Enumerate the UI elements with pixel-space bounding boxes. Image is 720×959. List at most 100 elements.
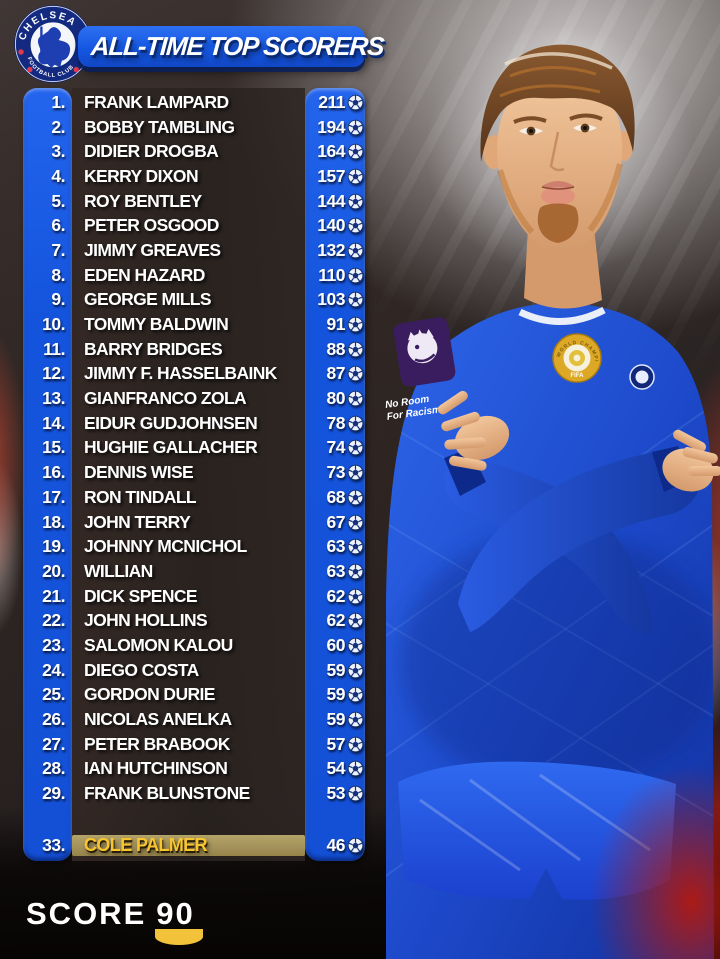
- goals-cell: 88: [305, 339, 365, 360]
- goals-count: 54: [326, 758, 346, 779]
- goals-count: 46: [326, 835, 346, 856]
- lips-pursed: [541, 181, 575, 205]
- goals-count: 59: [326, 659, 346, 680]
- soccer-ball-icon: [347, 514, 364, 531]
- goals-cell: 144: [305, 191, 365, 212]
- rank-label: 26.: [42, 709, 65, 730]
- goals-cell: 59: [305, 684, 365, 705]
- scorer-row: 20. WILLIAN 63: [23, 559, 365, 584]
- goals-cell: 132: [305, 240, 365, 261]
- goals-cell: 103: [305, 289, 365, 310]
- player-name: FRANK LAMPARD: [84, 91, 229, 112]
- soccer-ball-icon: [347, 711, 364, 728]
- player-name: NICOLAS ANELKA: [84, 709, 232, 730]
- rank-label: 17.: [42, 486, 65, 507]
- goals-count: 59: [326, 709, 346, 730]
- player-name: KERRY DIXON: [84, 165, 199, 186]
- top-scorers-list: 1. FRANK LAMPARD 211: [23, 88, 365, 861]
- rank-label: 9.: [51, 289, 65, 310]
- rank-label: 22.: [42, 610, 65, 631]
- player-name: JOHN HOLLINS: [84, 610, 208, 631]
- player-name: GEORGE MILLS: [84, 289, 212, 310]
- goals-count: 60: [326, 634, 346, 655]
- soccer-ball-icon: [347, 143, 364, 160]
- player-name: ROY BENTLEY: [84, 190, 202, 211]
- player-name: EIDUR GUDJOHNSEN: [84, 412, 258, 433]
- goals-cell: 194: [305, 117, 365, 138]
- rank-label: 24.: [42, 659, 65, 680]
- player-name: EDEN HAZARD: [84, 264, 205, 285]
- title-banner: ALL-TIME TOP SCORERS: [78, 26, 384, 67]
- scorer-row: 15. HUGHIE GALLACHER 74: [23, 436, 365, 461]
- goals-count: 78: [326, 412, 346, 433]
- rank-column-bg: [23, 88, 72, 861]
- goals-count: 157: [317, 165, 345, 186]
- scorer-row: 33. COLE PALMER 46: [23, 833, 365, 858]
- player-name: PETER BRABOOK: [84, 733, 230, 754]
- player-name: PETER OSGOOD: [84, 215, 219, 236]
- page-title: ALL-TIME TOP SCORERS: [89, 31, 385, 61]
- goals-cell: 62: [305, 586, 365, 607]
- scorer-row: 24. DIEGO COSTA 59: [23, 658, 365, 683]
- goals-count: 211: [318, 91, 345, 112]
- scorer-row: 22. JOHN HOLLINS 62: [23, 608, 365, 633]
- scorer-row: 25. GORDON DURIE 59: [23, 683, 365, 708]
- soccer-ball-icon: [347, 415, 364, 432]
- goals-count: 74: [326, 437, 346, 458]
- goals-cell: 59: [305, 660, 365, 681]
- scorer-row: 13. GIANFRANCO ZOLA 80: [23, 386, 365, 411]
- goals-count: 62: [326, 610, 346, 631]
- rank-label: 19.: [42, 536, 65, 557]
- rank-label: 1.: [51, 91, 65, 112]
- scorer-row: 6. PETER OSGOOD 140: [23, 213, 365, 238]
- rank-label: 12.: [42, 363, 65, 384]
- soccer-ball-icon: [347, 193, 364, 210]
- player-name: IAN HUTCHINSON: [84, 758, 228, 779]
- goals-count: 63: [326, 536, 346, 557]
- soccer-ball-icon: [347, 365, 364, 382]
- crest-lion-icon: [37, 26, 71, 68]
- soccer-ball-icon: [347, 612, 364, 629]
- player-name: BOBBY TAMBLING: [84, 116, 235, 137]
- scorer-row: 1. FRANK LAMPARD 211: [23, 90, 365, 115]
- goals-count: 103: [317, 289, 345, 310]
- goals-cell: 164: [305, 141, 365, 162]
- goals-count: 140: [317, 215, 345, 236]
- rank-label: 6.: [51, 215, 65, 236]
- goals-count: 63: [326, 560, 346, 581]
- scorer-row: 21. DICK SPENCE 62: [23, 584, 365, 609]
- goals-cell: 60: [305, 635, 365, 656]
- goals-count: 132: [317, 239, 345, 260]
- soccer-ball-icon: [347, 464, 364, 481]
- scorer-row: 14. EIDUR GUDJOHNSEN 78: [23, 411, 365, 436]
- scorer-row: 28. IAN HUTCHINSON 54: [23, 757, 365, 782]
- goals-cell: 59: [305, 709, 365, 730]
- goals-count: 73: [326, 462, 346, 483]
- rank-label: 14.: [42, 412, 65, 433]
- goals-count: 88: [326, 338, 346, 359]
- player-name: HUGHIE GALLACHER: [84, 437, 258, 458]
- player-name: JOHNNY MCNICHOL: [84, 536, 247, 557]
- soccer-ball-icon: [347, 242, 364, 259]
- player-name: DIDIER DROGBA: [84, 141, 219, 162]
- svg-text:FIFA: FIFA: [571, 373, 585, 379]
- rank-label: 33.: [42, 835, 65, 856]
- soccer-ball-icon: [347, 439, 364, 456]
- soccer-ball-icon: [347, 217, 364, 234]
- rank-label: 28.: [42, 758, 65, 779]
- scorer-row: 27. PETER BRABOOK 57: [23, 732, 365, 757]
- goals-count: 62: [326, 585, 346, 606]
- goals-count: 53: [326, 783, 346, 804]
- goals-cell: 110: [305, 265, 365, 286]
- goals-count: 164: [317, 141, 345, 162]
- chelsea-crest: CHELSEA FOOTBALL CLUB: [14, 5, 92, 83]
- player-shorts: [398, 761, 676, 900]
- goals-cell: 87: [305, 363, 365, 384]
- scorer-row: 26. NICOLAS ANELKA 59: [23, 707, 365, 732]
- goals-cell: 67: [305, 512, 365, 533]
- soccer-ball-icon: [347, 168, 364, 185]
- goals-cell: 63: [305, 536, 365, 557]
- goals-cell: 157: [305, 166, 365, 187]
- player-head: [480, 44, 635, 309]
- rank-label: 20.: [42, 560, 65, 581]
